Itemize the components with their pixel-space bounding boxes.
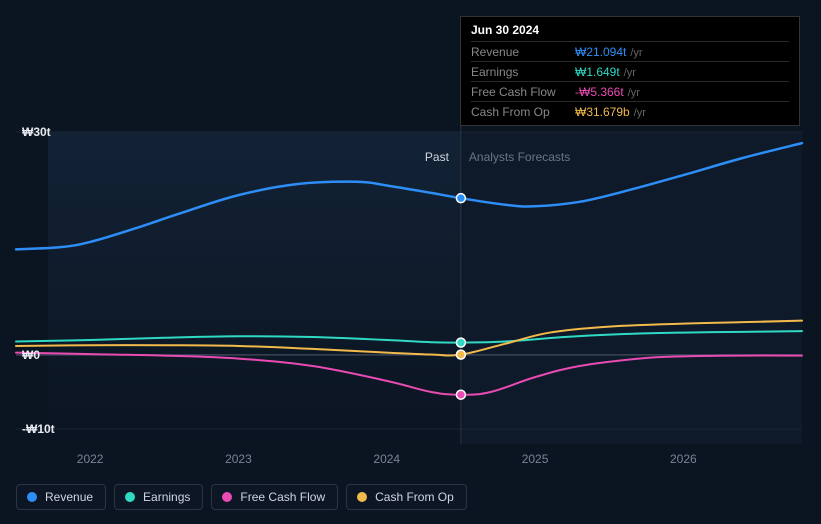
tooltip-row-label: Free Cash Flow bbox=[471, 85, 575, 99]
x-axis-label: 2024 bbox=[373, 452, 400, 466]
x-axis-label: 2026 bbox=[670, 452, 697, 466]
tooltip-row: Cash From Op₩31.679b/yr bbox=[471, 101, 789, 121]
legend-item-earnings[interactable]: Earnings bbox=[114, 484, 203, 510]
y-axis-label: -₩10t bbox=[22, 422, 55, 436]
legend-label: Earnings bbox=[143, 490, 190, 504]
chart-legend: Revenue Earnings Free Cash Flow Cash From O… bbox=[16, 484, 467, 510]
y-axis-label: ₩0 bbox=[22, 348, 40, 362]
tooltip-row: Free Cash Flow-₩5.366t/yr bbox=[471, 81, 789, 101]
earnings-marker bbox=[456, 338, 465, 347]
y-axis-label: ₩30t bbox=[22, 125, 51, 139]
legend-label: Free Cash Flow bbox=[240, 490, 325, 504]
legend-item-fcf[interactable]: Free Cash Flow bbox=[211, 484, 338, 510]
legend-swatch-icon bbox=[125, 492, 135, 502]
legend-swatch-icon bbox=[222, 492, 232, 502]
legend-item-revenue[interactable]: Revenue bbox=[16, 484, 106, 510]
legend-swatch-icon bbox=[357, 492, 367, 502]
cfo-marker bbox=[456, 350, 465, 359]
x-axis-label: 2022 bbox=[77, 452, 104, 466]
legend-item-cfo[interactable]: Cash From Op bbox=[346, 484, 467, 510]
fcf-marker bbox=[456, 390, 465, 399]
tooltip-row-unit: /yr bbox=[630, 47, 642, 59]
tooltip-row: Earnings₩1.649t/yr bbox=[471, 61, 789, 81]
x-axis-label: 2025 bbox=[522, 452, 549, 466]
tooltip-row-label: Earnings bbox=[471, 65, 575, 79]
tooltip-title: Jun 30 2024 bbox=[471, 23, 789, 41]
tooltip-row-unit: /yr bbox=[628, 87, 640, 99]
legend-label: Revenue bbox=[45, 490, 93, 504]
legend-swatch-icon bbox=[27, 492, 37, 502]
future-label: Analysts Forecasts bbox=[469, 150, 570, 164]
tooltip-row-value: ₩1.649t bbox=[575, 65, 620, 79]
tooltip-row: Revenue₩21.094t/yr bbox=[471, 41, 789, 61]
legend-label: Cash From Op bbox=[375, 490, 454, 504]
past-label: Past bbox=[425, 150, 449, 164]
tooltip-row-value: ₩21.094t bbox=[575, 45, 626, 59]
tooltip-row-label: Cash From Op bbox=[471, 105, 575, 119]
tooltip-row-value: -₩5.366t bbox=[575, 85, 624, 99]
tooltip-row-value: ₩31.679b bbox=[575, 105, 630, 119]
revenue-marker bbox=[456, 194, 465, 203]
chart-tooltip: Jun 30 2024 Revenue₩21.094t/yrEarnings₩1… bbox=[460, 16, 800, 126]
tooltip-row-unit: /yr bbox=[624, 67, 636, 79]
x-axis-label: 2023 bbox=[225, 452, 252, 466]
tooltip-row-label: Revenue bbox=[471, 45, 575, 59]
tooltip-row-unit: /yr bbox=[634, 107, 646, 119]
